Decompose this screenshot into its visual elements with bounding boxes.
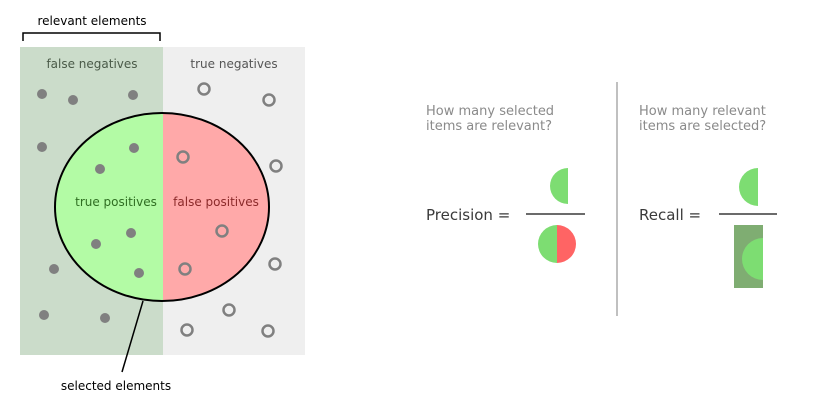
relevant-dot <box>95 164 105 174</box>
false-positives-label: false positives <box>173 195 259 209</box>
selected-ellipse-outline <box>54 112 270 302</box>
relevant-dot <box>100 313 110 323</box>
irrelevant-dot <box>178 262 192 276</box>
irrelevant-dot <box>222 303 236 317</box>
relevant-dot <box>68 95 78 105</box>
irrelevant-dot <box>268 257 282 271</box>
irrelevant-dot <box>197 82 211 96</box>
irrelevant-dot <box>215 224 229 238</box>
irrelevant-dot <box>180 323 194 337</box>
irrelevant-dot <box>262 93 276 107</box>
relevant-dot <box>37 142 47 152</box>
relevant-dot <box>37 89 47 99</box>
recall-question-line1: How many relevant <box>639 104 766 119</box>
relevant-dots <box>37 89 144 323</box>
relevant-dot <box>129 143 139 153</box>
precision-question-line1: How many selected <box>426 104 554 119</box>
relevant-dot <box>91 239 101 249</box>
true-positive-half <box>55 113 163 301</box>
irrelevant-dot <box>176 150 190 164</box>
irrelevant-dot <box>261 324 275 338</box>
precision-denominator-green-half <box>538 225 557 263</box>
false-negatives-label: false negatives <box>46 57 137 71</box>
relevant-dot <box>128 90 138 100</box>
precision-denominator-red-half <box>557 225 576 263</box>
relevant-dot <box>39 310 49 320</box>
recall-question-line2: items are selected? <box>639 119 766 134</box>
precision-panel: How many selected items are relevant? Pr… <box>426 104 585 263</box>
relevant-elements-label: relevant elements <box>37 14 146 28</box>
recall-denominator-half <box>742 238 763 280</box>
precision-question-line2: items are relevant? <box>426 119 552 134</box>
selected-pointer-line <box>121 300 144 373</box>
irrelevant-dots <box>176 82 283 338</box>
recall-numerator-half <box>739 168 758 206</box>
relevant-dot <box>126 228 136 238</box>
precision-numerator-half <box>550 168 568 204</box>
relevant-bracket <box>22 32 161 41</box>
recall-label: Recall = <box>639 206 701 224</box>
false-positive-half <box>163 113 269 301</box>
recall-panel: How many relevant items are selected? Re… <box>639 104 777 288</box>
relevant-dot <box>134 268 144 278</box>
irrelevant-dot <box>269 159 283 173</box>
true-negatives-label: true negatives <box>190 57 277 71</box>
relevant-dot <box>49 264 59 274</box>
precision-label: Precision = <box>426 206 510 224</box>
true-positives-label: true positives <box>75 195 157 209</box>
selected-elements-label: selected elements <box>61 379 171 393</box>
